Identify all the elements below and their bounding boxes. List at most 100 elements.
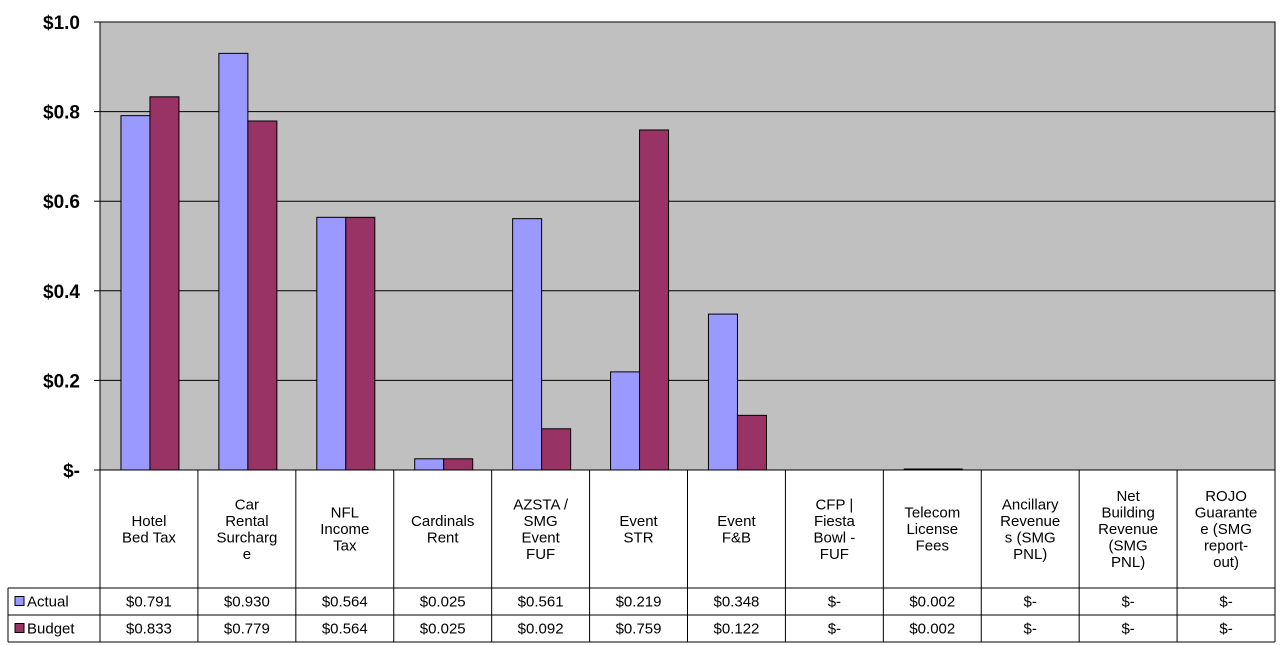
y-axis: $- $0.2 $0.4 $0.6 $0.8 $1.0 — [43, 13, 101, 482]
category-label-line: Event — [619, 513, 658, 530]
category-label-line: Revenue — [1000, 513, 1060, 530]
bar-budget — [149, 96, 180, 471]
data-label: $- — [828, 594, 841, 611]
data-label: $0.002 — [909, 621, 955, 638]
data-label: $0.348 — [714, 594, 760, 611]
data-label: $0.564 — [322, 621, 368, 638]
category-label: Hotel Bed Tax — [122, 513, 176, 547]
category-label: NFL Income Tax — [320, 505, 369, 555]
legend-label-actual: Actual — [27, 594, 69, 611]
category-label-line: License — [906, 521, 958, 538]
category-label-line: Event — [521, 529, 560, 546]
y-tick-label: $- — [63, 461, 80, 482]
data-label: $- — [828, 621, 841, 638]
category-label: Cardinals Rent — [411, 513, 474, 547]
category-label-line: Bed Tax — [122, 529, 176, 546]
category-label-line: FUF — [526, 546, 555, 563]
bar-budget — [345, 216, 376, 471]
bar-actual — [120, 115, 151, 471]
data-label: $0.930 — [224, 594, 270, 611]
category-label-line: Revenue — [1098, 521, 1158, 538]
category-label-line: Car — [235, 496, 259, 513]
bar-actual — [414, 458, 445, 471]
category-label-line: Rent — [427, 529, 460, 546]
y-tick-label: $0.4 — [43, 282, 80, 303]
category-label-line: FUF — [820, 546, 849, 563]
category-label: ROJO Guarante e (SMG report-out) — [1195, 488, 1258, 571]
legend-key-actual — [14, 596, 25, 606]
data-label: $- — [1024, 594, 1037, 611]
bar-budget — [639, 129, 670, 471]
y-tick-label: $0.6 — [43, 192, 80, 213]
category-label-line: s (SMG — [1005, 529, 1056, 546]
plot-area — [99, 21, 1276, 471]
category-label: Car Rental Surcharg e — [216, 496, 277, 563]
data-label: $0.025 — [420, 621, 466, 638]
data-label: $- — [1121, 594, 1134, 611]
category-label: AZSTA / SMG Event FUF — [513, 496, 569, 563]
y-tick-label: $0.2 — [43, 371, 80, 392]
gridlines — [100, 21, 1275, 381]
category-label-line: F&B — [722, 529, 751, 546]
bar-actual — [512, 218, 543, 471]
category-label-line: SMG — [524, 513, 558, 530]
category-label: CFP | Fiesta Bowl -FUF — [814, 496, 856, 563]
category-label: Net Building Revenue (SMG PNL) — [1098, 488, 1158, 571]
category-label-line: ROJO — [1205, 488, 1247, 505]
category-label-line: Building — [1101, 505, 1154, 522]
category-label-line: Ancillary — [1002, 496, 1059, 513]
bar-actual — [316, 216, 347, 471]
category-label-line: e — [243, 546, 251, 563]
bar-actual — [218, 52, 249, 471]
category-label-line: Event — [717, 513, 756, 530]
data-label: $0.092 — [518, 621, 564, 638]
category-label: Event F&B — [717, 513, 756, 547]
category-label-line: STR — [624, 529, 654, 546]
data-label: $0.002 — [909, 594, 955, 611]
category-label-line: Cardinals — [411, 513, 474, 530]
bar-budget — [443, 458, 474, 471]
category-label-line: out) — [1213, 554, 1239, 571]
category-label-line: e (SMG — [1200, 521, 1252, 538]
bar-actual — [707, 313, 738, 471]
category-label: Telecom License Fees — [904, 505, 960, 555]
legend-label-budget: Budget — [27, 621, 75, 638]
category-label-line: report- — [1204, 538, 1248, 555]
bar-actual — [903, 468, 934, 471]
data-label: $- — [1219, 621, 1232, 638]
category-label-line: PNL) — [1111, 554, 1145, 571]
data-label: $0.122 — [714, 621, 760, 638]
category-label-line: Fees — [916, 538, 949, 555]
category-label-line: Surcharg — [216, 529, 277, 546]
category-label-line: NFL — [331, 505, 359, 522]
bar-budget — [736, 414, 767, 471]
category-label-line: Rental — [225, 513, 268, 530]
data-label: $0.564 — [322, 594, 368, 611]
category-label-line: PNL) — [1013, 546, 1047, 563]
bar-budget — [932, 468, 963, 471]
bar-budget — [541, 428, 572, 471]
category-label-line: Hotel — [131, 513, 166, 530]
data-label: $0.759 — [616, 621, 662, 638]
category-label-line: CFP | — [815, 496, 853, 513]
category-label-line: Income — [320, 521, 369, 538]
data-label: $0.833 — [126, 621, 172, 638]
data-label: $0.025 — [420, 594, 466, 611]
data-label: $0.791 — [126, 594, 172, 611]
data-label: $0.779 — [224, 621, 270, 638]
category-label: Event STR — [619, 513, 658, 547]
category-label-line: Tax — [333, 538, 357, 555]
category-label-line: (SMG — [1109, 538, 1148, 555]
y-tick-label: $1.0 — [43, 13, 80, 34]
bar-actual — [610, 371, 641, 471]
bar-group — [120, 52, 963, 471]
data-label: $0.561 — [518, 594, 564, 611]
data-label: $- — [1219, 594, 1232, 611]
category-label-line: Telecom — [904, 505, 960, 522]
data-label: $- — [1121, 621, 1134, 638]
data-label: $0.219 — [616, 594, 662, 611]
category-label-line: AZSTA / — [513, 496, 569, 513]
category-label-line: Fiesta — [814, 513, 856, 530]
